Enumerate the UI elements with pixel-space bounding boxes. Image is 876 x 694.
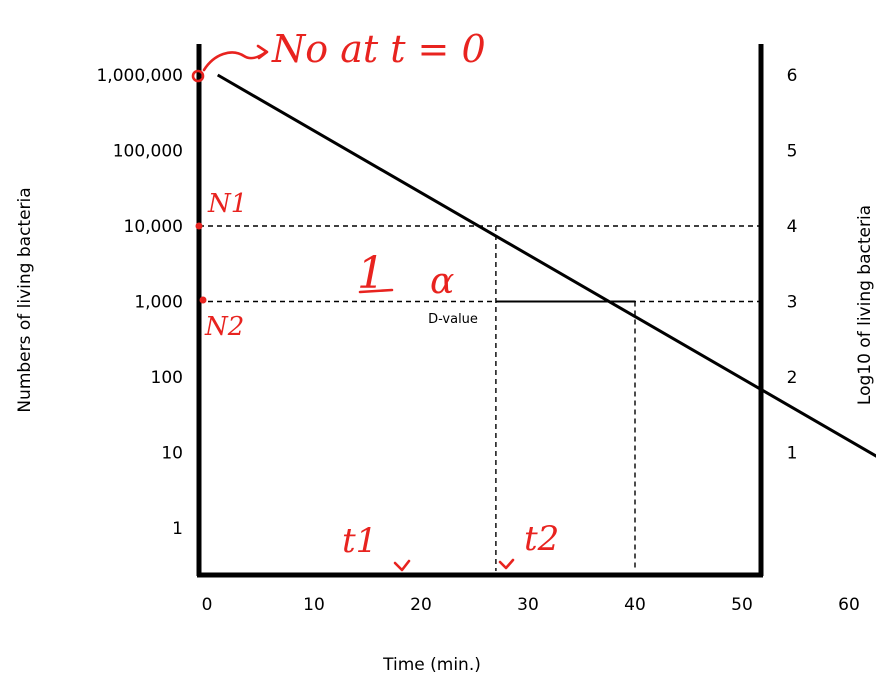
slope-one-base [358,288,394,294]
x-tick-label: 20 [410,595,432,615]
y-left-tick-label: 100 [151,368,183,388]
t2-note: t2 [524,519,559,559]
n2-note: N2 [204,312,244,342]
n0-marker [191,69,205,83]
x-tick-label: 50 [731,595,753,615]
reference-lines [199,225,761,571]
x-tick-label: 0 [202,595,213,615]
n0-note: No at t = 0 [271,27,486,71]
y-left-tick-label: 100,000 [113,142,183,162]
alpha-note: α [430,261,454,302]
handwritten-annotations: No at t = 0 N1 N2 1 α t1 t2 [191,27,559,572]
d-value-label: D-value [428,312,478,327]
y-left-axis-title: Numbers of living bacteria [15,187,35,412]
series-lines [216,73,876,458]
x-tick-label: 30 [517,595,539,615]
n1-marker [195,222,203,230]
y-left-tick-label: 1,000 [134,293,183,313]
x-axis-title: Time (min.) [382,655,481,675]
t1-arrowhead [393,559,411,572]
y-right-tick-labels: 6 5 4 3 2 1 [787,66,798,464]
y-left-tick-label: 1 [172,519,183,539]
y-right-tick-label: 2 [787,368,798,388]
y-left-tick-labels: 1,000,000 100,000 10,000 1,000 100 10 1 [96,66,183,539]
y-left-tick-label: 10,000 [124,217,183,237]
x-tick-label: 60 [838,595,860,615]
n1-note: N1 [207,189,247,219]
x-tick-labels: 010203040506070 [202,595,860,615]
y-right-tick-label: 3 [787,293,798,313]
y-right-tick-label: 5 [787,142,798,162]
x-tick-label: 10 [303,595,325,615]
series-line-0 [216,73,876,458]
y-right-tick-label: 1 [787,444,798,464]
y-right-tick-label: 4 [787,217,798,237]
n0-arrow [202,44,269,72]
t2-arrowhead [498,558,515,570]
t1-note: t1 [342,521,377,561]
y-right-axis-title: Log10 of living bacteria [855,205,875,405]
n2-marker [199,296,207,304]
y-right-tick-label: 6 [787,66,798,86]
y-left-tick-label: 10 [161,444,183,464]
x-tick-label: 40 [624,595,646,615]
y-left-tick-label: 1,000,000 [96,66,183,86]
